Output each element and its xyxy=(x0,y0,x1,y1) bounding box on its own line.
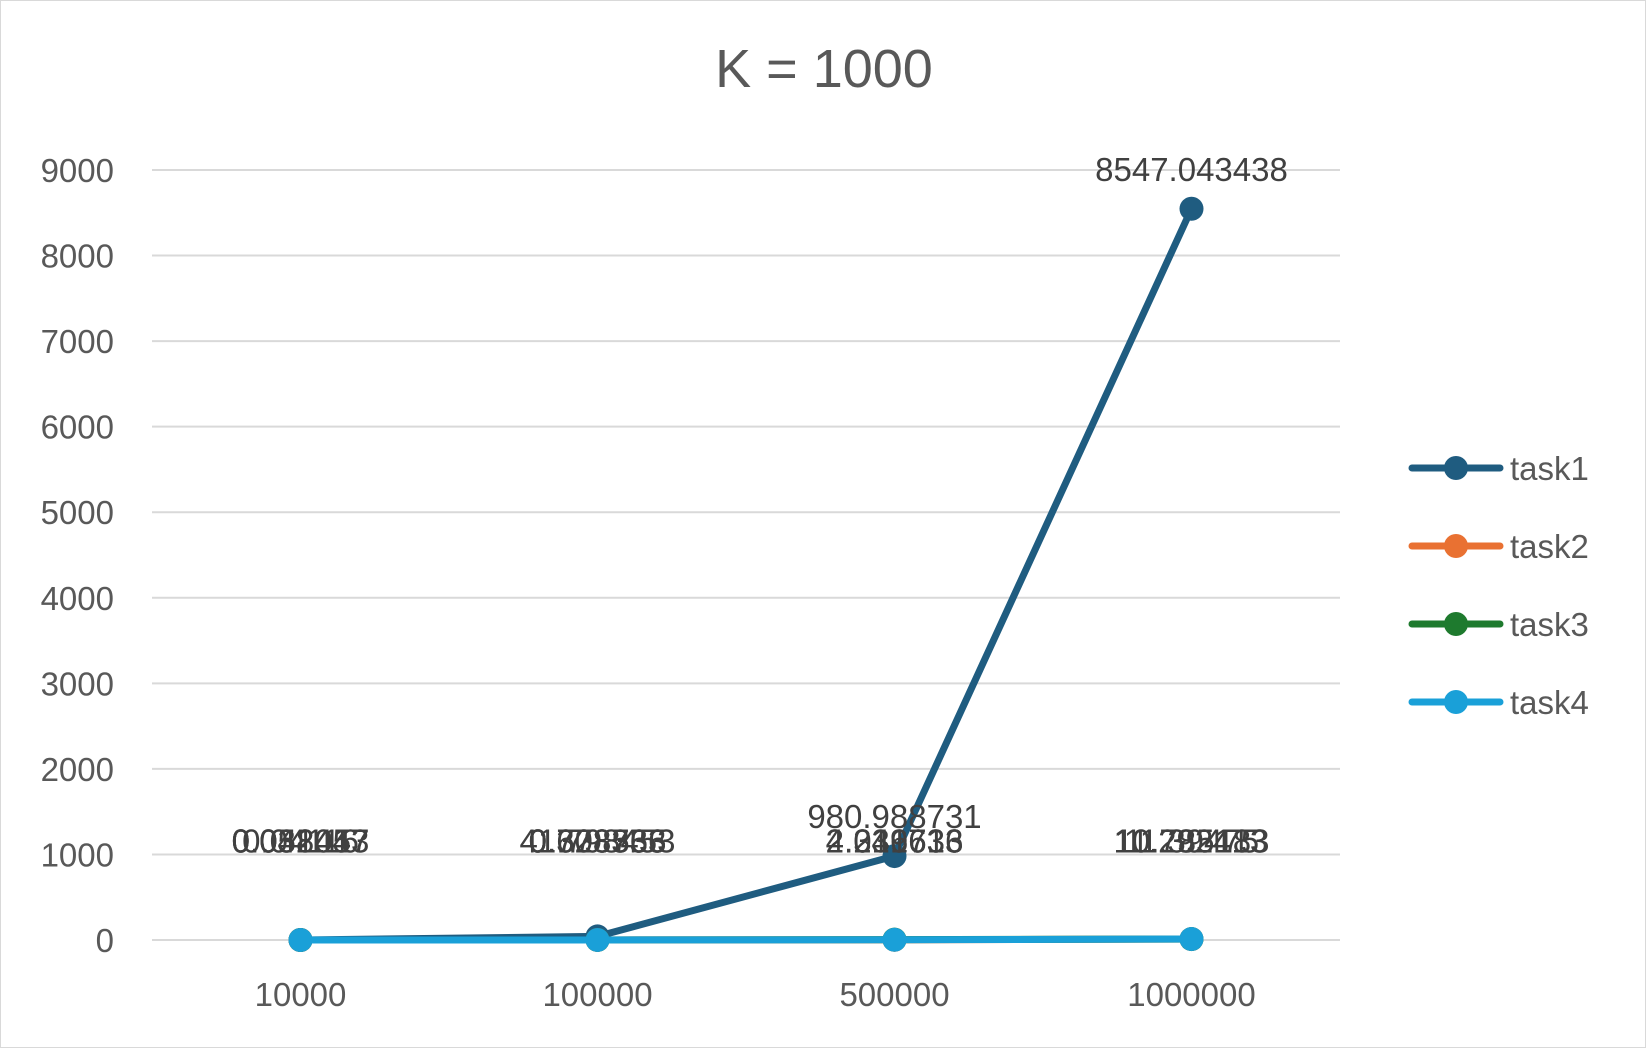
y-tick-label: 5000 xyxy=(41,494,114,531)
y-tick-label: 1000 xyxy=(41,836,114,873)
data-label-task4: 0.728533 xyxy=(529,822,667,859)
series-lines xyxy=(288,196,1204,952)
y-tick-label: 8000 xyxy=(41,238,114,275)
gridlines xyxy=(152,169,1340,941)
x-axis-ticks: 10000 100000 500000 1000000 xyxy=(255,976,1256,1013)
chart-title: K = 1000 xyxy=(715,39,933,99)
data-point-task4 xyxy=(1179,927,1204,952)
data-label-task3: 4.216736 xyxy=(826,822,964,859)
data-labels: 0.031447 41.798453 980.988731 8547.043438 0.… xyxy=(232,151,1288,860)
y-tick-label: 0 xyxy=(96,922,114,959)
x-tick-label: 100000 xyxy=(542,976,652,1013)
y-axis-ticks: 0 1000 2000 3000 4000 5000 6000 7000 8000 9000 xyxy=(41,152,114,959)
legend-marker-task2 xyxy=(1444,534,1468,558)
y-tick-label: 9000 xyxy=(41,152,114,189)
data-point-task1 xyxy=(1179,196,1204,221)
y-tick-label: 7000 xyxy=(41,323,114,360)
x-tick-label: 10000 xyxy=(255,976,347,1013)
data-label-task3: 10.785183 xyxy=(1114,822,1270,859)
data-label-task1: 980.988731 xyxy=(807,798,981,835)
data-label-task3: 0.04116 xyxy=(242,822,359,859)
y-tick-label: 3000 xyxy=(41,665,114,702)
legend-label-task3: task3 xyxy=(1510,606,1589,643)
data-point-task4 xyxy=(288,927,313,952)
data-label-task3: 0.378766 xyxy=(529,822,667,859)
data-label-task2: 0.603355 xyxy=(529,822,667,859)
data-label-task4: 0.048453 xyxy=(232,822,370,859)
x-tick-label: 500000 xyxy=(839,976,949,1013)
data-label-task1: 41.798453 xyxy=(520,822,676,859)
y-tick-label: 4000 xyxy=(41,580,114,617)
data-label-task4: 11.39475 xyxy=(1124,822,1259,859)
data-label-task2: 0.052017 xyxy=(232,822,370,859)
legend-marker-task4 xyxy=(1444,690,1468,714)
data-label-task2: 11.292413 xyxy=(1115,822,1269,859)
y-tick-label: 2000 xyxy=(41,751,114,788)
series-line-task1 xyxy=(297,205,1195,944)
legend-marker-task3 xyxy=(1444,612,1468,636)
legend-marker-task1 xyxy=(1444,456,1468,480)
data-label-task2: 2.031613 xyxy=(826,822,964,859)
data-point-task4 xyxy=(882,927,907,952)
x-tick-label: 1000000 xyxy=(1127,976,1255,1013)
legend-label-task1: task1 xyxy=(1510,450,1589,487)
legend-label-task2: task2 xyxy=(1510,528,1589,565)
legend-label-task4: task4 xyxy=(1510,684,1589,721)
data-label-task1: 8547.043438 xyxy=(1095,151,1288,188)
data-label-task1: 0.031447 xyxy=(232,822,370,859)
data-point-task1 xyxy=(882,844,907,869)
data-label-task4: 2.349633 xyxy=(826,822,964,859)
data-point-task4 xyxy=(585,927,610,952)
y-tick-label: 6000 xyxy=(41,409,114,446)
series-line-task4 xyxy=(297,935,1195,944)
legend: task1 task2 task3 task4 xyxy=(1408,450,1589,721)
